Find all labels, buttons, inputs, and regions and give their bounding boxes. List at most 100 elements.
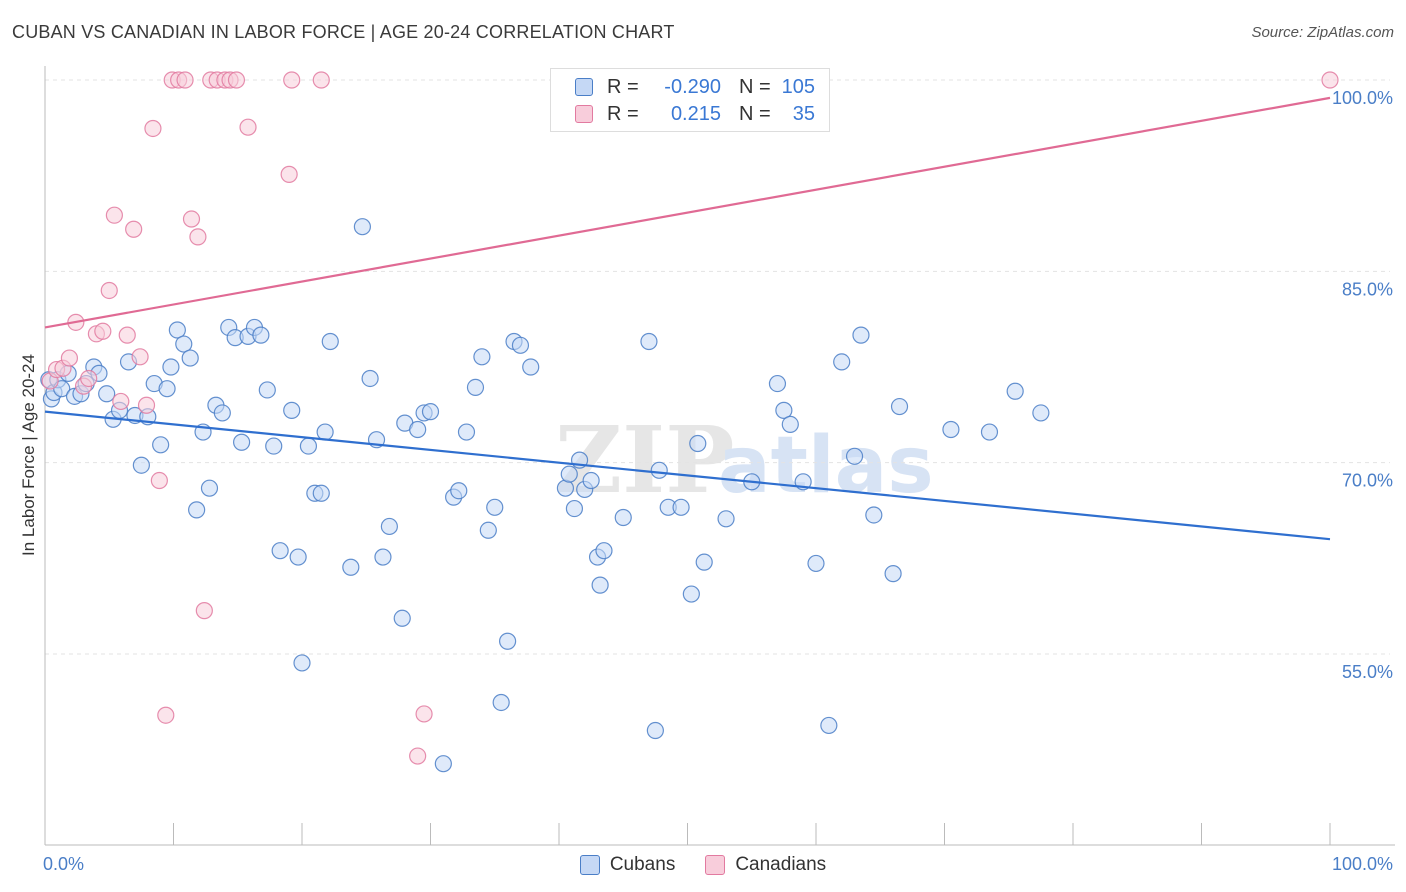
y-tick-label: 55.0% [1342, 662, 1393, 682]
cubans-point [522, 358, 540, 376]
cubans-trend-line [44, 410, 1331, 541]
cubans-point [421, 403, 440, 421]
cubans-point [152, 436, 170, 454]
cubans-point [695, 553, 713, 571]
cubans-point [781, 415, 799, 433]
legend-row-canadians: R = 0.215 N = 35 [575, 102, 815, 126]
cubans-point [865, 506, 883, 524]
cubans-point [717, 510, 735, 528]
cubans-point [132, 456, 150, 474]
canadians-point [94, 322, 112, 340]
cubans-point [884, 565, 902, 583]
legend-swatch-canadians [575, 105, 593, 123]
legend-swatch-cubans [579, 855, 600, 875]
cubans-point [233, 433, 251, 451]
source-label: Source: ZipAtlas.com [1251, 24, 1394, 41]
cubans-point [980, 423, 999, 441]
canadians-point [118, 326, 136, 344]
canadians-point [189, 228, 207, 246]
cubans-point [486, 498, 504, 516]
y-tick-label: 70.0% [1342, 471, 1393, 491]
trend-lines [44, 96, 1331, 541]
cubans-point [361, 369, 379, 388]
canadians-point [312, 71, 330, 89]
cubans-point [1006, 382, 1024, 400]
canadians-point [131, 348, 149, 366]
cubans-point [595, 542, 613, 560]
canadians-point [150, 471, 168, 490]
canadians-point [195, 602, 213, 620]
cubans-point [775, 401, 793, 419]
cubans-point [457, 423, 476, 441]
cubans-point [393, 609, 411, 627]
canadians-point [182, 210, 201, 228]
chart-title: CUBAN VS CANADIAN IN LABOR FORCE | AGE 2… [12, 22, 675, 42]
cubans-point [852, 326, 870, 344]
cubans-point [890, 397, 909, 416]
x-tick-label: 0.0% [43, 854, 84, 874]
series-legend: Cubans Canadians [0, 852, 1406, 878]
canadians-point [415, 705, 433, 723]
canadians-point [176, 71, 194, 89]
grid-lines [45, 79, 1390, 655]
legend-item-canadians[interactable]: Canadians [705, 854, 826, 876]
cubans-point [265, 437, 283, 455]
cubans-point [614, 508, 632, 527]
watermark: ZIP atlas [555, 406, 934, 514]
cubans-point [258, 381, 276, 399]
cubans-point [409, 420, 427, 439]
legend-n-value: 35 [792, 102, 815, 125]
cubans-point [479, 521, 497, 539]
cubans-point [374, 548, 392, 566]
cubans-point [640, 332, 658, 351]
legend-r-value: 0.215 [670, 102, 721, 125]
canadians-point [280, 165, 298, 183]
cubans-point [353, 218, 371, 236]
cubans-point [312, 484, 330, 502]
cubans-point [213, 404, 231, 422]
legend-r-value: -0.290 [664, 75, 721, 98]
cubans-point [158, 380, 176, 398]
canadians-point [112, 392, 130, 411]
legend-r-label: R = [607, 102, 639, 125]
canadians-points [41, 71, 1339, 765]
cubans-point [293, 654, 311, 672]
x-tick-labels: 0.0% 100.0% [43, 854, 1393, 874]
canadians-point [1321, 71, 1339, 89]
cubans-point [591, 576, 609, 594]
cubans-point [168, 321, 186, 339]
legend-n-label: N = [739, 102, 771, 125]
y-tick-label: 100.0% [1332, 88, 1393, 108]
canadians-trend-line [44, 96, 1331, 329]
cubans-point [283, 401, 301, 419]
axes [44, 66, 1395, 846]
cubans-point [175, 335, 193, 353]
cubans-point [200, 479, 219, 497]
cubans-point [833, 353, 851, 371]
cubans-point [466, 378, 485, 397]
cubans-point [672, 498, 690, 516]
legend-label-canadians: Canadians [735, 854, 827, 875]
cubans-point [289, 548, 307, 566]
cubans-point [450, 482, 468, 500]
y-axis-label: In Labor Force | Age 20-24 [19, 354, 38, 556]
x-tick-label: 100.0% [1332, 854, 1393, 874]
cubans-point [162, 358, 180, 376]
cubans-point [646, 721, 664, 740]
cubans-point [499, 632, 517, 650]
canadians-point [144, 119, 162, 138]
canadians-point [409, 747, 427, 765]
canadians-point [80, 369, 98, 388]
cubans-point [689, 434, 707, 453]
cubans-point [556, 479, 575, 497]
canadians-point [157, 706, 175, 724]
legend-row-cubans: R = -0.290 N = 105 [575, 75, 815, 99]
y-tick-label: 85.0% [1342, 279, 1393, 299]
cubans-point [299, 437, 318, 455]
legend-item-cubans[interactable]: Cubans [579, 854, 675, 876]
canadians-point [239, 118, 257, 136]
cubans-point [650, 461, 668, 479]
y-tick-labels: 55.0% 70.0% 85.0% 100.0% [1332, 88, 1393, 682]
cubans-point [560, 465, 578, 483]
